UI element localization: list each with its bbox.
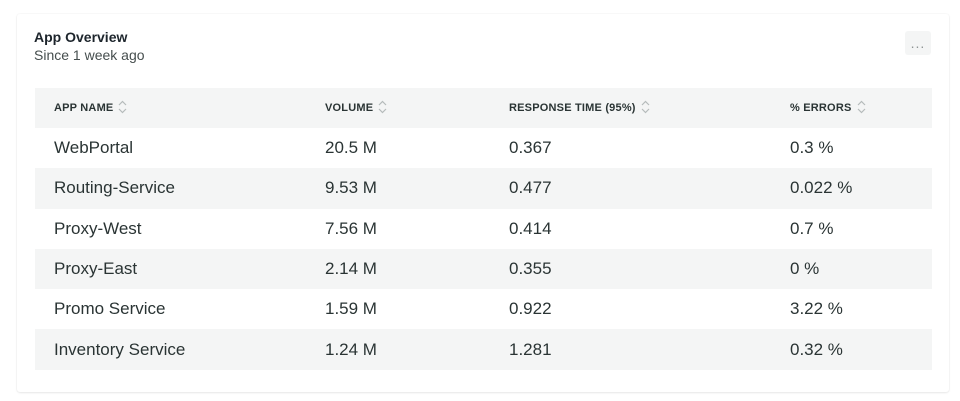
column-header-response-time[interactable]: RESPONSE TIME (95%) <box>490 88 771 128</box>
column-header-label: VOLUME <box>325 101 374 114</box>
cell-app-name: Promo Service <box>54 299 166 319</box>
table-row[interactable]: Inventory Service 1.24 M 1.281 0.32 % <box>35 329 932 370</box>
cell-app-name: Routing-Service <box>54 178 175 198</box>
table-row[interactable]: Proxy-West 7.56 M 0.414 0.7 % <box>35 209 932 249</box>
cell-volume: 1.24 M <box>325 339 377 359</box>
cell-app-name: Inventory Service <box>54 339 186 359</box>
cell-response-time: 0.477 <box>509 178 552 198</box>
column-header-errors[interactable]: % ERRORS <box>771 88 932 128</box>
cell-app-name: Proxy-West <box>54 218 142 238</box>
app-overview-card: App Overview Since 1 week ago ... APP NA… <box>17 14 949 392</box>
cell-response-time: 0.414 <box>509 218 552 238</box>
column-header-label: APP NAME <box>54 101 114 114</box>
cell-volume: 7.56 M <box>325 218 377 238</box>
column-header-volume[interactable]: VOLUME <box>306 88 490 128</box>
cell-volume: 20.5 M <box>325 138 377 158</box>
card-subtitle: Since 1 week ago <box>34 47 145 63</box>
column-header-label: % ERRORS <box>790 101 852 114</box>
table-row[interactable]: Proxy-East 2.14 M 0.355 0 % <box>35 248 932 290</box>
more-options-button[interactable]: ... <box>905 31 931 55</box>
cell-volume: 2.14 M <box>325 259 377 279</box>
app-table: APP NAME VOLUME RESPONSE TIME (95%) % ER… <box>35 88 932 370</box>
sort-icon <box>378 100 387 114</box>
cell-response-time: 0.355 <box>509 259 552 279</box>
cell-volume: 9.53 M <box>325 178 377 198</box>
cell-response-time: 0.367 <box>509 138 552 158</box>
cell-errors: 0.32 % <box>790 339 843 359</box>
table-row[interactable]: Promo Service 1.59 M 0.922 3.22 % <box>35 289 932 329</box>
table-header-row: APP NAME VOLUME RESPONSE TIME (95%) % ER… <box>35 88 932 128</box>
card-header: App Overview Since 1 week ago <box>34 29 145 64</box>
cell-errors: 3.22 % <box>790 299 843 319</box>
cell-errors: 0 % <box>790 259 820 279</box>
cell-volume: 1.59 M <box>325 299 377 319</box>
cell-app-name: WebPortal <box>54 138 134 158</box>
column-header-app-name[interactable]: APP NAME <box>35 88 306 128</box>
more-icon: ... <box>910 35 926 51</box>
sort-icon <box>119 100 127 114</box>
card-title: App Overview <box>34 29 128 45</box>
table-row[interactable]: WebPortal 20.5 M 0.367 0.3 % <box>35 128 932 168</box>
cell-response-time: 1.281 <box>509 339 552 359</box>
cell-app-name: Proxy-East <box>54 259 138 279</box>
cell-errors: 0.3 % <box>790 138 834 158</box>
sort-icon <box>641 100 650 114</box>
cell-errors: 0.7 % <box>790 218 834 238</box>
cell-response-time: 0.922 <box>509 299 552 319</box>
table-row[interactable]: Routing-Service 9.53 M 0.477 0.022 % <box>35 168 932 209</box>
sort-icon <box>857 100 865 114</box>
column-header-label: RESPONSE TIME (95%) <box>509 101 636 114</box>
cell-errors: 0.022 % <box>790 178 853 198</box>
